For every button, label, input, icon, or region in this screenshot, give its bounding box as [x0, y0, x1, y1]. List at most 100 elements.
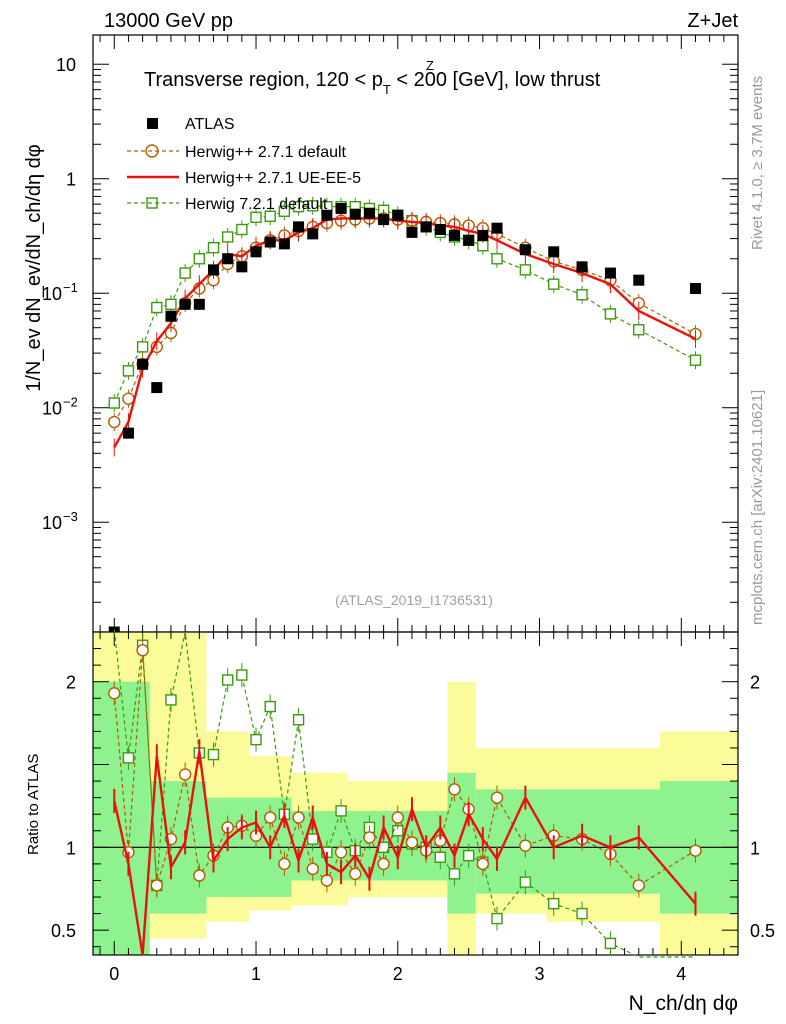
- y-tick-label-main-exp: −1: [63, 280, 78, 295]
- ratio-herwigpp-default-point: [377, 857, 390, 871]
- atlas-data-point: [207, 264, 219, 276]
- ratio-herwig7-default-point: [491, 912, 503, 925]
- ratio-herwigpp-default-point: [476, 857, 490, 871]
- ratio-herwig7-default-point: [236, 669, 248, 681]
- atlas-data-point: [519, 244, 531, 256]
- analysis-id: (ATLAS_2019_I1736531): [335, 592, 493, 608]
- herwig7-default-point: [250, 211, 262, 224]
- y-tick-label-main: 10: [42, 284, 62, 304]
- region-title: Transverse region, 120 < pT < 200 [GeV],…: [144, 69, 601, 97]
- herwig7-default-point: [292, 200, 305, 213]
- herwig7-default-point: [491, 253, 503, 265]
- y-tick-label-ratio-right: 0.5: [750, 921, 775, 941]
- atlas-data-point: [307, 228, 319, 240]
- atlas-data-point: [321, 209, 333, 221]
- ratio-herwig7-default-point: [207, 748, 220, 761]
- herwig7-default-point: [122, 365, 135, 377]
- ratio-band-inner: [93, 681, 150, 955]
- y-tick-label-main-exp: −3: [63, 509, 78, 524]
- herwigpp-default-line: [113, 217, 696, 423]
- legend-label-herwigpp-default: Herwig++ 2.7.1 default: [185, 144, 347, 161]
- ratio-herwig7-default-line: [113, 629, 696, 958]
- herwig7-default-point: [193, 253, 206, 265]
- atlas-data-point: [477, 229, 489, 241]
- main-panel: [92, 34, 739, 638]
- atlas-data-point: [420, 221, 432, 233]
- ratio-herwigpp-default-point: [349, 867, 362, 881]
- atlas-data-point: [293, 221, 305, 233]
- herwig7-default-point: [136, 341, 149, 353]
- herwig7-default-point: [689, 354, 702, 366]
- atlas-data-point: [633, 274, 645, 286]
- atlas-data-point: [576, 261, 588, 273]
- y-tick-label-main: 10: [42, 513, 62, 533]
- y-tick-label-ratio-right: 1: [750, 838, 760, 858]
- energy-label: 13000 GeV pp: [104, 10, 233, 32]
- ratio-herwig7-default-point: [264, 700, 276, 713]
- herwigpp-ueee5-line: [113, 217, 697, 448]
- herwig7-default-point: [236, 223, 248, 236]
- legend-marker-atlas: [147, 118, 158, 129]
- herwig7-default-point: [604, 308, 617, 320]
- ratio-herwig7-default-point: [519, 876, 532, 888]
- x-tick-label: 4: [676, 964, 686, 984]
- ratio-herwigpp-default-point: [108, 687, 121, 700]
- y-tick-label-main: 10: [42, 399, 62, 419]
- ratio-herwigpp-default-point: [278, 857, 291, 871]
- ratio-frame: [92, 631, 739, 956]
- atlas-data-point: [137, 358, 149, 370]
- atlas-data-point: [363, 207, 375, 219]
- ratio-herwig7-default-point: [548, 897, 560, 910]
- herwig7-default-point: [207, 241, 220, 254]
- ratio-herwigpp-default-line: [113, 650, 696, 887]
- herwig7-default-point: [576, 289, 588, 301]
- atlas-data-point: [349, 208, 361, 220]
- y-tick-label-ratio: 1: [66, 838, 76, 858]
- atlas-data-point: [406, 226, 418, 238]
- herwig7-default-point: [179, 267, 191, 279]
- ratio-herwig7-default-point: [462, 849, 475, 862]
- herwig7-default-point: [221, 231, 234, 243]
- herwig7-default-point: [264, 210, 276, 222]
- herwig7-default-point: [633, 324, 645, 336]
- x-tick-label: 2: [393, 964, 403, 984]
- ratio-herwigpp-default-point: [632, 879, 645, 892]
- atlas-data-point: [689, 282, 701, 294]
- herwig7-default-point: [151, 301, 163, 314]
- ratio-herwigpp-ueee5-line: [113, 751, 697, 956]
- atlas-data-point: [193, 298, 205, 310]
- ratio-herwig7-default-point: [434, 851, 447, 863]
- ratio-herwig7-default-point: [576, 907, 588, 920]
- y-tick-label-ratio: 2: [66, 673, 76, 693]
- herwigpp-default-point: [122, 392, 135, 405]
- y-tick-label-main: 10: [56, 55, 76, 75]
- ratio-herwigpp-default-point: [490, 791, 504, 804]
- atlas-data-point: [165, 310, 177, 322]
- y-axis-label-ratio: Ratio to ATLAS: [25, 754, 42, 855]
- region-title-sup: Z: [426, 58, 434, 73]
- ratio-band-inner: [447, 772, 476, 914]
- herwigpp-default-point: [108, 415, 121, 429]
- y-axis-label-main: 1/N_ev dN_ev/dN_ch/dη dφ: [23, 144, 45, 392]
- ratio-herwigpp-default-point: [448, 783, 461, 796]
- ratio-herwigpp-default-point: [193, 869, 206, 882]
- x-tick-label: 3: [535, 964, 545, 984]
- ratio-herwigpp-default-point: [306, 862, 319, 876]
- legend-marker-herwig7-default: [146, 197, 158, 209]
- atlas-data-point: [491, 222, 503, 234]
- herwig7-default-point: [165, 298, 177, 311]
- herwig7-default-point: [108, 397, 120, 409]
- ratio-herwigpp-default-point: [150, 879, 163, 892]
- ratio-herwig7-default-point: [604, 937, 617, 950]
- ratio-herwig7-default-point: [307, 833, 319, 845]
- ratio-herwigpp-default-point: [320, 874, 334, 887]
- atlas-data-point: [222, 253, 234, 265]
- ratio-herwigpp-default-point: [292, 811, 305, 824]
- legend-label-herwigpp-ueee5: Herwig++ 2.7.1 UE-EE-5: [185, 170, 361, 187]
- y-tick-label-main: 1: [66, 170, 76, 190]
- ratio-herwig7-default-point: [165, 694, 177, 706]
- rivet-info: Rivet 4.1.0, ≥ 3.7M events: [749, 76, 766, 250]
- ratio-herwigpp-default-point: [405, 836, 419, 849]
- atlas-data-point: [122, 427, 134, 439]
- ratio-herwig7-default-point: [122, 752, 135, 764]
